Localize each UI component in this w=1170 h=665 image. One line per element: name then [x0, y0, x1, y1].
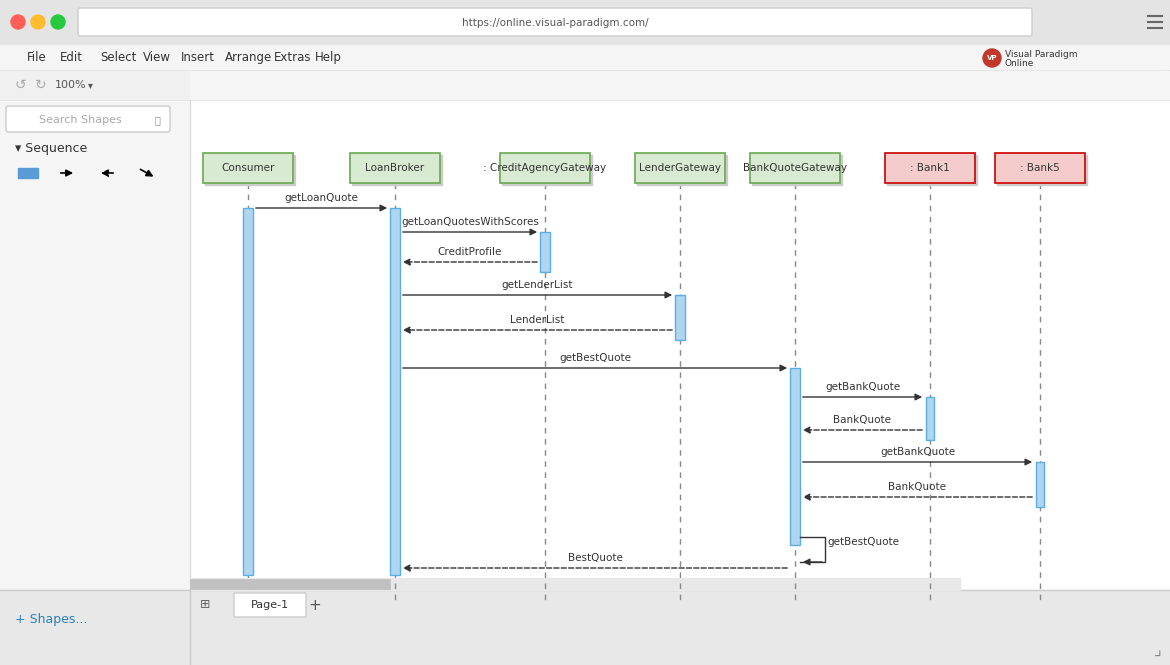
FancyBboxPatch shape: [994, 153, 1085, 183]
Text: : CreditAgencyGateway: : CreditAgencyGateway: [483, 163, 606, 173]
FancyBboxPatch shape: [500, 153, 590, 183]
Text: Arrange: Arrange: [225, 51, 273, 63]
Bar: [190, 579, 390, 589]
Text: ▾ Sequence: ▾ Sequence: [15, 142, 88, 154]
Circle shape: [983, 49, 1002, 67]
Text: BankQuote: BankQuote: [888, 482, 947, 492]
Bar: [190, 578, 961, 590]
Bar: [1035, 462, 1044, 507]
Text: Visual Paradigm: Visual Paradigm: [1005, 49, 1078, 59]
FancyBboxPatch shape: [204, 153, 292, 183]
Text: File: File: [27, 51, 47, 63]
Text: + Shapes...: + Shapes...: [15, 614, 88, 626]
Bar: [390, 208, 400, 575]
Text: LenderGateway: LenderGateway: [639, 163, 721, 173]
Text: Insert: Insert: [181, 51, 215, 63]
Text: View: View: [143, 51, 171, 63]
Bar: [925, 397, 934, 440]
Text: Online: Online: [1005, 59, 1034, 68]
Bar: [985, 47, 1165, 69]
Circle shape: [11, 15, 25, 29]
Text: CreditProfile: CreditProfile: [438, 247, 502, 257]
FancyBboxPatch shape: [78, 8, 1032, 36]
Text: Help: Help: [315, 51, 342, 63]
Bar: [997, 155, 1087, 185]
Circle shape: [30, 15, 44, 29]
Text: 100%: 100%: [55, 80, 87, 90]
Text: https://online.visual-paradigm.com/: https://online.visual-paradigm.com/: [462, 18, 648, 28]
Text: : Bank1: : Bank1: [910, 163, 950, 173]
FancyBboxPatch shape: [750, 153, 840, 183]
FancyBboxPatch shape: [885, 153, 975, 183]
Text: BestQuote: BestQuote: [567, 553, 622, 563]
Circle shape: [51, 15, 66, 29]
Text: 🔍: 🔍: [154, 115, 160, 125]
Bar: [752, 155, 842, 185]
Bar: [541, 232, 550, 272]
Text: : Bank5: : Bank5: [1020, 163, 1060, 173]
Text: getLenderList: getLenderList: [502, 280, 573, 290]
Text: +: +: [309, 597, 322, 612]
Text: ⊞: ⊞: [200, 598, 211, 612]
Bar: [243, 208, 253, 575]
Text: Consumer: Consumer: [221, 163, 275, 173]
Bar: [636, 155, 727, 185]
Text: getBestQuote: getBestQuote: [559, 353, 631, 363]
Text: ↺: ↺: [15, 78, 27, 92]
Text: Search Shapes: Search Shapes: [39, 115, 122, 125]
Bar: [190, 70, 1170, 100]
Text: getLoanQuote: getLoanQuote: [284, 193, 358, 203]
Bar: [0, 100, 190, 665]
Bar: [502, 155, 592, 185]
Text: Edit: Edit: [60, 51, 83, 63]
Bar: [190, 100, 1170, 590]
Text: getBankQuote: getBankQuote: [825, 382, 900, 392]
Text: BankQuoteGateway: BankQuoteGateway: [743, 163, 847, 173]
Text: getBestQuote: getBestQuote: [827, 537, 899, 547]
Text: LoanBroker: LoanBroker: [365, 163, 425, 173]
FancyBboxPatch shape: [6, 106, 170, 132]
Bar: [675, 295, 684, 340]
Text: BankQuote: BankQuote: [833, 415, 892, 425]
Bar: [887, 155, 977, 185]
Text: ⌟: ⌟: [1154, 641, 1162, 659]
Text: Select: Select: [99, 51, 137, 63]
FancyBboxPatch shape: [350, 153, 440, 183]
Bar: [0, 590, 1170, 665]
Text: Page-1: Page-1: [250, 600, 289, 610]
Text: Extras: Extras: [274, 51, 311, 63]
Text: getLoanQuotesWithScores: getLoanQuotesWithScores: [401, 217, 539, 227]
Text: ▾: ▾: [88, 80, 92, 90]
Text: VP: VP: [986, 55, 997, 61]
Bar: [0, 0, 1170, 45]
Text: ↻: ↻: [35, 78, 47, 92]
Bar: [205, 155, 295, 185]
Bar: [18, 168, 37, 178]
FancyBboxPatch shape: [234, 593, 307, 617]
FancyBboxPatch shape: [635, 153, 725, 183]
Text: LenderList: LenderList: [510, 315, 565, 325]
Text: getBankQuote: getBankQuote: [880, 447, 955, 457]
Bar: [0, 45, 1170, 70]
Bar: [790, 368, 800, 545]
Bar: [352, 155, 442, 185]
